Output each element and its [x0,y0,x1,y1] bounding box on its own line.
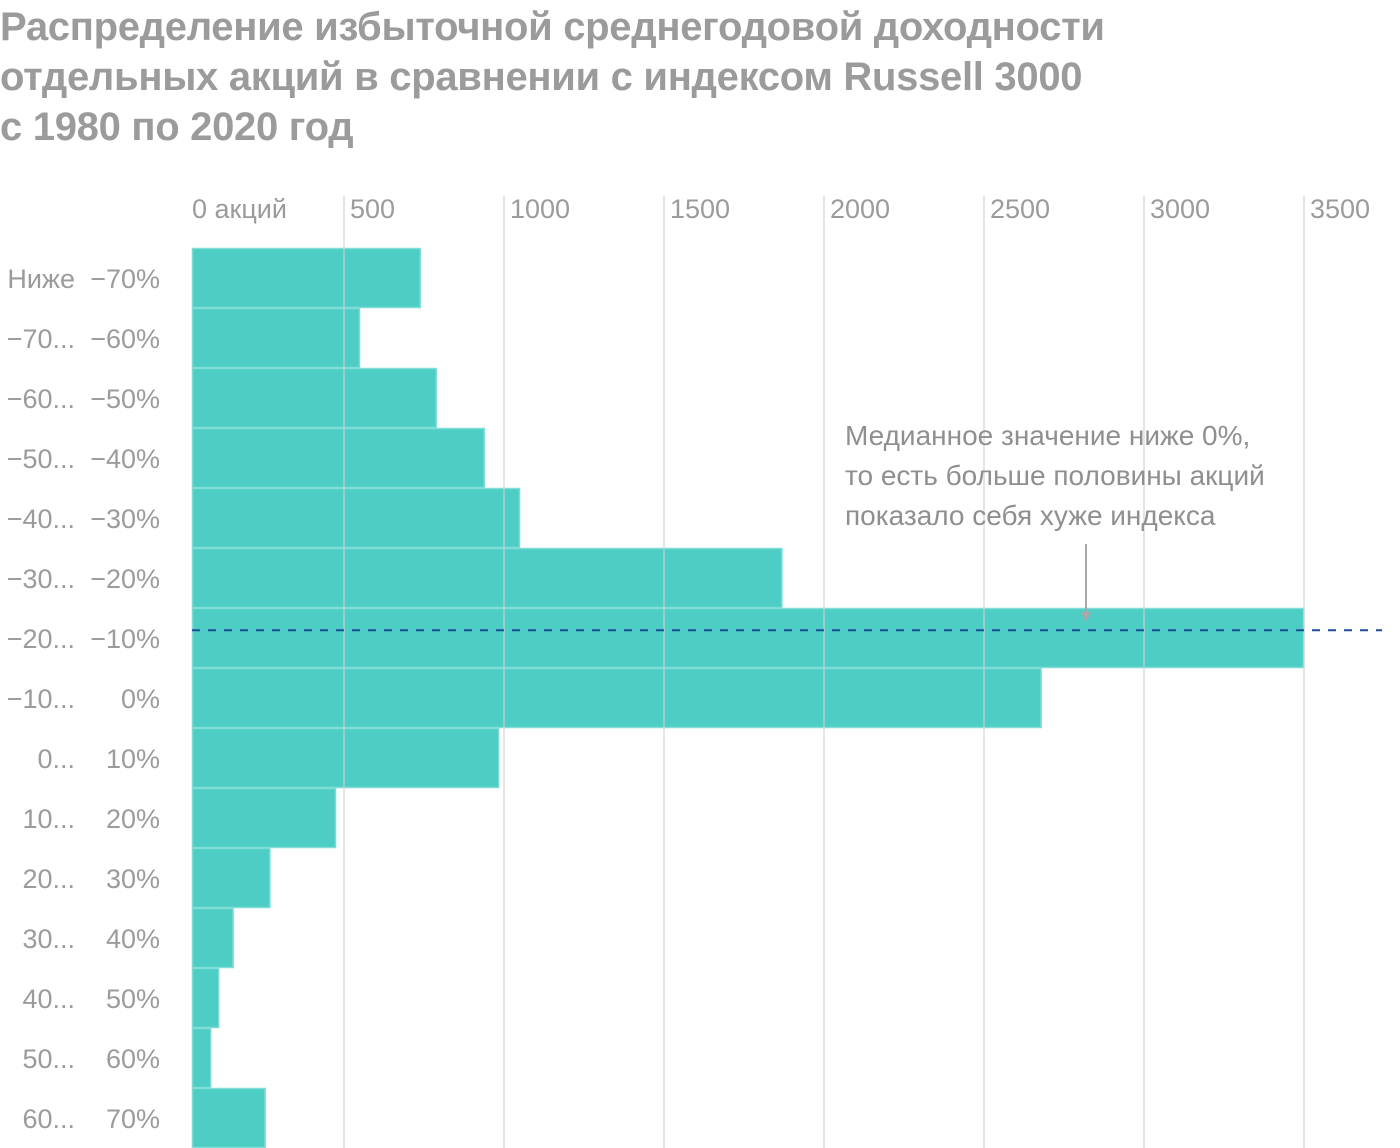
x-tick-label-2000: 2000 [830,194,890,224]
x-tick-label-3500: 3500 [1310,194,1370,224]
category-label-from-2: −60... [7,384,75,414]
category-label-to-10: 30% [106,864,160,894]
bar-7 [191,667,1042,729]
category-label-from-10: 20... [22,864,75,894]
bar-8 [191,727,500,789]
category-label-from-4: −40... [7,504,75,534]
category-label-from-5: −30... [7,564,75,594]
gridlines [343,196,1305,1148]
category-label-from-7: −10... [7,684,75,714]
annotation-line-3: показало себя хуже индекса [845,500,1216,531]
category-label-to-9: 20% [106,804,160,834]
category-label-to-0: −70% [90,264,160,294]
category-label-to-7: 0% [121,684,160,714]
chart-title-line-2: отдельных акций в сравнении с индексом R… [0,55,1083,99]
annotation: Медианное значение ниже 0%, то есть больш… [845,420,1265,622]
x-axis-ticks: 0 акций 500 1000 1500 2000 2500 3000 3500 [192,194,1370,224]
bar-5 [191,547,783,609]
x-tick-label-1000: 1000 [510,194,570,224]
category-label-to-8: 10% [106,744,160,774]
category-label-to-4: −30% [90,504,160,534]
category-label-to-6: −10% [90,624,160,654]
bar-3 [191,427,486,489]
x-tick-label-3000: 3000 [1150,194,1210,224]
annotation-line-2: то есть больше половины акций [845,460,1265,491]
category-label-to-1: −60% [90,324,160,354]
bar-1 [191,307,361,369]
category-label-to-13: 60% [106,1044,160,1074]
category-label-from-6: −20... [7,624,75,654]
y-axis-categories: Ниже −70% −70... −60% −60... −50% −50... −40% −4… [7,264,160,1134]
category-label-to-3: −40% [90,444,160,474]
category-label-to-11: 40% [106,924,160,954]
category-label-from-14: 60... [22,1104,75,1134]
category-label-from-8: 0... [37,744,75,774]
bar-6 [191,607,1305,669]
category-label-from-12: 40... [22,984,75,1014]
category-label-from-11: 30... [22,924,75,954]
bars-layer [191,247,1305,1148]
category-label-from-9: 10... [22,804,75,834]
category-label-to-2: −50% [90,384,160,414]
bar-13 [191,1027,212,1089]
x-tick-label-500: 500 [350,194,395,224]
annotation-arrow-head-icon [1081,612,1091,622]
bar-11 [191,907,234,969]
annotation-line-1: Медианное значение ниже 0%, [845,420,1250,451]
category-label-to-14: 70% [106,1104,160,1134]
bar-4 [191,487,521,549]
bar-2 [191,367,438,429]
chart-title-line-3: с 1980 по 2020 год [0,105,354,149]
chart-title-line-1: Распределение избыточной среднегодовой д… [0,5,1105,49]
bar-0 [191,247,422,309]
category-label-from-1: −70... [7,324,75,354]
x-tick-label-1500: 1500 [670,194,730,224]
category-label-from-0: Ниже [7,264,75,294]
chart-title: Распределение избыточной среднегодовой д… [0,2,1300,152]
x-tick-label-0: 0 акций [192,194,287,224]
category-label-to-12: 50% [106,984,160,1014]
bar-12 [191,967,220,1029]
category-label-to-5: −20% [90,564,160,594]
bar-14 [191,1087,266,1148]
category-label-from-3: −50... [7,444,75,474]
x-tick-label-2500: 2500 [990,194,1050,224]
category-label-from-13: 50... [22,1044,75,1074]
bar-10 [191,847,271,909]
bar-9 [191,787,337,849]
